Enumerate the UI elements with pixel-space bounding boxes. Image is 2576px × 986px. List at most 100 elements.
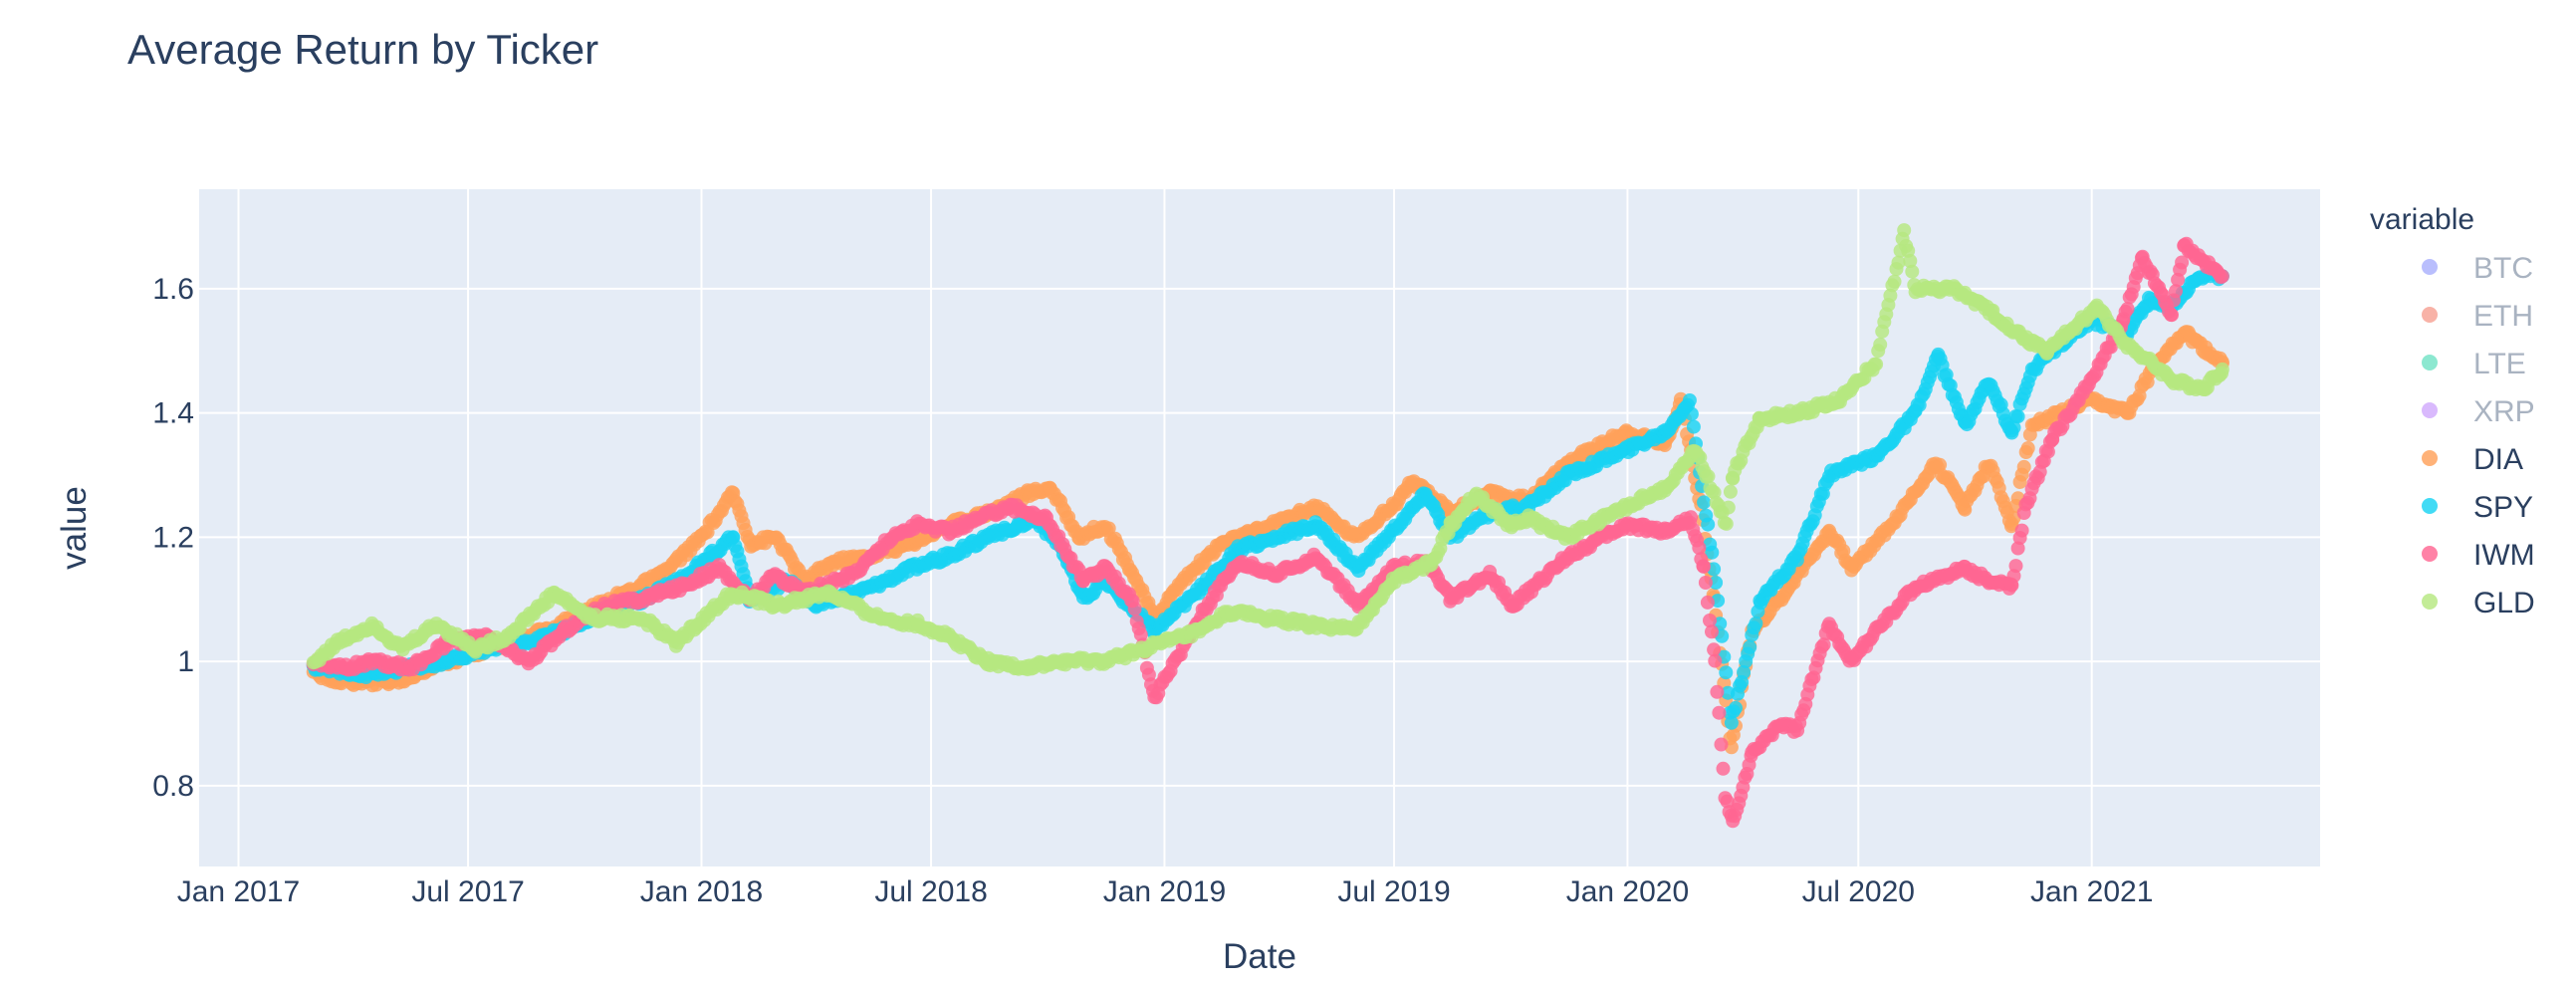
legend-label: GLD xyxy=(2473,587,2535,619)
data-point xyxy=(1743,639,1757,654)
data-point xyxy=(1696,559,1711,574)
data-point xyxy=(1716,761,1731,776)
x-tick-label: Jan 2018 xyxy=(640,875,763,908)
data-point xyxy=(1692,541,1707,555)
x-tick-label: Jan 2020 xyxy=(1566,875,1689,908)
legend-label: DIA xyxy=(2473,443,2523,476)
data-point xyxy=(1723,484,1738,499)
data-point xyxy=(1712,705,1727,720)
data-point xyxy=(1701,469,1716,484)
data-point xyxy=(1703,614,1717,627)
legend-item-eth[interactable]: ETH xyxy=(2422,300,2533,333)
data-point xyxy=(1719,665,1734,680)
data-point xyxy=(1707,485,1722,500)
data-point xyxy=(1682,393,1697,407)
chart-title: Average Return by Ticker xyxy=(127,26,598,73)
data-point xyxy=(1903,254,1918,268)
y-tick-label: 0.8 xyxy=(152,770,194,803)
legend-marker xyxy=(2422,594,2438,610)
data-point xyxy=(2120,302,2135,317)
data-point xyxy=(2175,255,2190,270)
data-point xyxy=(1816,637,1831,652)
y-tick-label: 1.6 xyxy=(152,273,194,306)
data-point xyxy=(2020,441,2035,455)
legend-label: XRP xyxy=(2473,395,2535,428)
series-iwm xyxy=(306,236,2229,829)
data-point xyxy=(1101,521,1116,536)
data-point xyxy=(1684,406,1699,421)
legend-marker xyxy=(2422,498,2438,514)
legend-marker xyxy=(2422,259,2438,275)
data-points xyxy=(306,223,2229,829)
data-point xyxy=(1700,595,1715,610)
legend-label: LTE xyxy=(2473,348,2526,380)
series-gld xyxy=(306,223,2229,677)
legend-marker xyxy=(2422,546,2438,562)
data-point xyxy=(1709,576,1724,590)
legend-item-lte[interactable]: LTE xyxy=(2422,348,2526,380)
legend-item-dia[interactable]: DIA xyxy=(2422,443,2523,476)
data-point xyxy=(2010,541,2025,556)
y-tick-label: 1.4 xyxy=(152,397,194,430)
data-point xyxy=(1887,274,1902,289)
data-point xyxy=(1905,264,1920,279)
data-point xyxy=(2215,269,2229,284)
x-tick-label: Jul 2020 xyxy=(1802,875,1915,908)
x-tick-label: Jan 2017 xyxy=(177,875,300,908)
data-point xyxy=(1737,665,1752,679)
data-point xyxy=(1891,255,1906,270)
data-point xyxy=(1708,653,1723,668)
y-axis-title: value xyxy=(55,486,94,570)
data-point xyxy=(2010,409,2025,424)
legend-title: variable xyxy=(2370,203,2474,236)
data-point xyxy=(1705,545,1720,560)
data-point xyxy=(1933,457,1948,472)
legend-item-xrp[interactable]: XRP xyxy=(2422,395,2535,428)
data-point xyxy=(2215,362,2229,376)
y-tick-label: 1.2 xyxy=(152,521,194,554)
data-point xyxy=(1873,337,1888,352)
x-tick-label: Jul 2019 xyxy=(1337,875,1450,908)
data-point xyxy=(2008,559,2023,574)
y-tick-label: 1 xyxy=(177,645,194,678)
legend: variable BTC ETH LTE XRP DIA SPY IWM GLD xyxy=(2370,203,2535,619)
legend-marker xyxy=(2422,450,2438,466)
legend-label: IWM xyxy=(2473,539,2535,572)
legend-marker xyxy=(2422,307,2438,323)
data-point xyxy=(1897,223,1912,238)
legend-item-iwm[interactable]: IWM xyxy=(2422,539,2535,572)
data-point xyxy=(1714,737,1729,752)
data-point xyxy=(1127,602,1142,616)
legend-label: BTC xyxy=(2473,252,2533,285)
data-point xyxy=(1686,419,1701,434)
data-point xyxy=(1719,516,1734,531)
legend-label: ETH xyxy=(2473,300,2533,333)
data-point xyxy=(1883,288,1898,303)
data-point xyxy=(1707,642,1722,657)
data-point xyxy=(1749,616,1763,630)
data-point xyxy=(1698,576,1713,590)
legend-item-gld[interactable]: GLD xyxy=(2422,587,2535,619)
x-tick-label: Jul 2018 xyxy=(874,875,987,908)
data-point xyxy=(1697,495,1712,510)
data-point xyxy=(1684,510,1699,525)
x-axis-title: Date xyxy=(1223,937,1296,976)
data-point xyxy=(2006,420,2021,435)
data-point xyxy=(1729,700,1743,715)
data-point xyxy=(2014,523,2029,538)
series-spy xyxy=(306,265,2229,730)
data-point xyxy=(2165,308,2179,323)
tick-labels: Jan 2017 Jul 2017 Jan 2018 Jul 2018 Jan 2019… xyxy=(152,273,2153,908)
legend-label: SPY xyxy=(2473,491,2533,524)
data-point xyxy=(2169,284,2183,299)
legend-item-btc[interactable]: BTC xyxy=(2422,252,2533,285)
data-point xyxy=(1720,794,1735,809)
data-point xyxy=(1724,715,1739,730)
data-point xyxy=(1869,357,1884,371)
data-point xyxy=(1721,500,1736,515)
data-point xyxy=(1705,624,1719,639)
legend-item-spy[interactable]: SPY xyxy=(2422,491,2533,524)
x-tick-label: Jan 2021 xyxy=(2030,875,2153,908)
legend-marker xyxy=(2422,355,2438,370)
